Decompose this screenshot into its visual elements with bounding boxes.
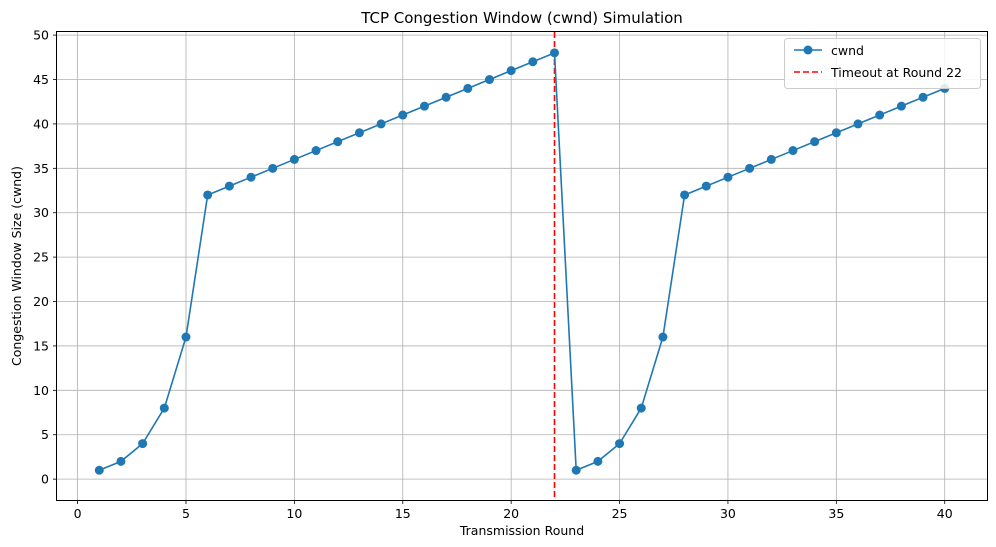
cwnd-point	[181, 332, 191, 342]
chart-title: TCP Congestion Window (cwnd) Simulation	[360, 9, 683, 27]
cwnd-point	[745, 163, 755, 173]
cwnd-point	[528, 57, 538, 67]
cwnd-point	[853, 119, 863, 129]
cwnd-point	[94, 465, 104, 475]
y-axis-ticks: 0 5 10 15 20 25 30 35 40 45 50	[33, 28, 57, 487]
y-tick-label: 10	[33, 383, 49, 398]
plot-frame	[56, 31, 988, 501]
y-tick-label: 0	[41, 472, 49, 487]
cwnd-point	[788, 146, 798, 156]
cwnd-point	[896, 101, 906, 111]
y-tick-label: 30	[33, 205, 49, 220]
legend-box	[784, 38, 981, 89]
y-tick-label: 15	[33, 338, 49, 353]
cwnd-point	[831, 128, 841, 138]
legend-cwnd-label: cwnd	[831, 43, 864, 58]
cwnd-point	[246, 172, 256, 182]
legend-timeout-label: Timeout at Round 22	[830, 65, 962, 80]
cwnd-point	[354, 128, 364, 138]
x-tick-label: 30	[720, 506, 736, 521]
x-axis-ticks: 0 5 10 15 20 25 30 35 40	[74, 500, 953, 521]
cwnd-point	[159, 403, 169, 413]
y-axis-label: Congestion Window Size (cwnd)	[9, 166, 24, 366]
y-tick-label: 45	[33, 72, 49, 87]
cwnd-point	[138, 439, 148, 449]
cwnd-point	[311, 146, 321, 156]
legend: cwnd Timeout at Round 22	[784, 38, 981, 89]
cwnd-point	[398, 110, 408, 120]
cwnd-point	[268, 163, 278, 173]
x-tick-label: 40	[937, 506, 953, 521]
cwnd-point	[506, 66, 516, 76]
x-tick-label: 10	[286, 506, 302, 521]
cwnd-series-line	[98, 52, 946, 472]
cwnd-point	[376, 119, 386, 129]
cwnd-point	[766, 154, 776, 164]
cwnd-point	[701, 181, 711, 191]
x-tick-label: 20	[503, 506, 519, 521]
cwnd-point	[441, 92, 451, 102]
cwnd-point	[289, 154, 299, 164]
cwnd-point	[636, 403, 646, 413]
cwnd-point	[593, 456, 603, 466]
y-tick-label: 5	[41, 427, 49, 442]
cwnd-point	[116, 456, 126, 466]
cwnd-point	[810, 137, 820, 147]
cwnd-point	[658, 332, 668, 342]
cwnd-point	[484, 75, 494, 85]
cwnd-point	[550, 48, 560, 58]
cwnd-point	[419, 101, 429, 111]
y-tick-label: 25	[33, 250, 49, 265]
x-tick-label: 35	[828, 506, 844, 521]
cwnd-point	[680, 190, 690, 200]
cwnd-point	[203, 190, 213, 200]
cwnd-point	[875, 110, 885, 120]
series-layer	[94, 48, 950, 475]
cwnd-point	[463, 83, 473, 93]
y-tick-label: 40	[33, 116, 49, 131]
cwnd-point	[615, 439, 625, 449]
legend-cwnd-marker	[803, 45, 813, 55]
cwnd-point	[571, 465, 581, 475]
cwnd-point	[723, 172, 733, 182]
x-tick-label: 0	[74, 506, 82, 521]
cwnd-point	[224, 181, 234, 191]
cwnd-point	[918, 92, 928, 102]
cwnd-point	[333, 137, 343, 147]
y-tick-label: 50	[33, 28, 49, 43]
x-axis-label: Transmission Round	[459, 523, 584, 538]
x-tick-label: 25	[612, 506, 628, 521]
y-tick-label: 35	[33, 161, 49, 176]
x-tick-label: 5	[182, 506, 190, 521]
y-tick-label: 20	[33, 294, 49, 309]
x-tick-label: 15	[395, 506, 411, 521]
